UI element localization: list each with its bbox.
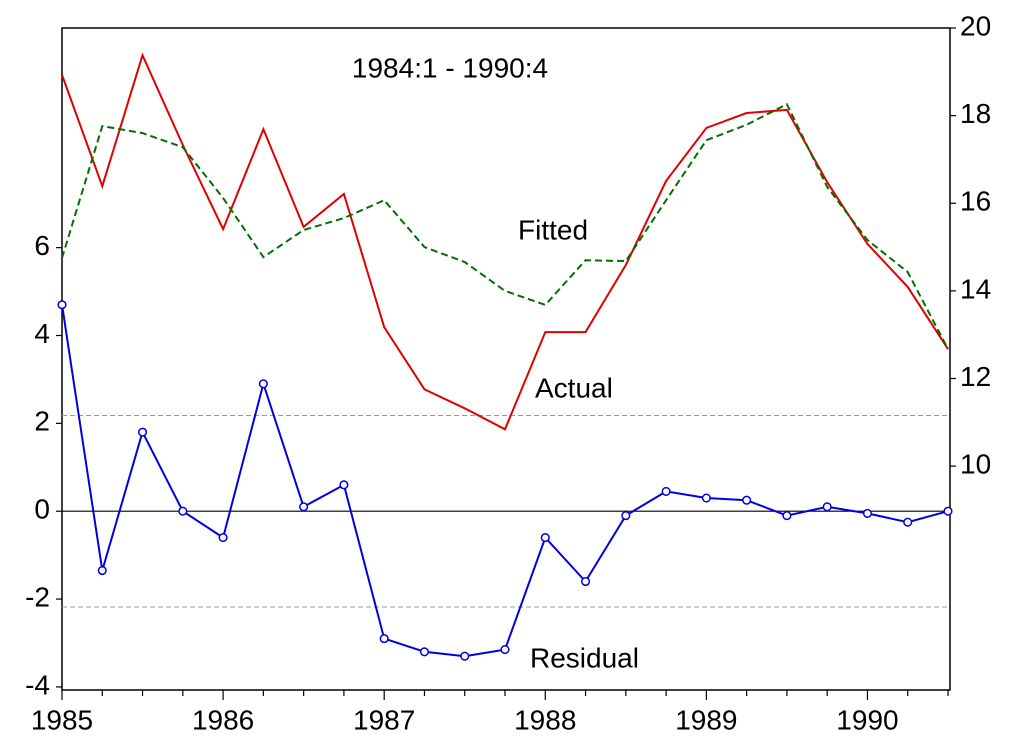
plot-frame — [61, 27, 951, 691]
data-point — [661, 486, 671, 496]
data-point — [299, 502, 309, 512]
y-tick-label: 2 — [34, 406, 50, 437]
x-tick-label: 1988 — [514, 704, 576, 735]
y2-tick-label: 16 — [960, 186, 991, 217]
data-point — [540, 533, 550, 543]
data-point — [137, 427, 148, 437]
y2-tick-label: 20 — [960, 10, 991, 41]
data-point — [258, 379, 268, 389]
y2-tick-label: 14 — [960, 273, 991, 304]
x-tick-label: 1990 — [836, 704, 898, 735]
y2-tick-label: 12 — [960, 361, 991, 392]
x-tick-label: 1985 — [31, 704, 93, 735]
y-tick-label: 4 — [34, 318, 50, 349]
x-tick-label: 1986 — [192, 704, 254, 735]
data-point — [580, 576, 591, 587]
data-point — [379, 634, 389, 644]
series-label: Residual — [530, 642, 639, 673]
data-point — [178, 506, 188, 516]
data-point — [419, 647, 430, 657]
data-point — [742, 495, 752, 505]
y-tick-label: -2 — [25, 581, 50, 612]
y-tick-label: 6 — [34, 230, 50, 261]
data-point — [218, 533, 228, 543]
series-label: Actual — [535, 372, 613, 403]
data-point — [701, 493, 711, 503]
chart-title: 1984:1 - 1990:4 — [352, 52, 548, 83]
data-point — [903, 517, 913, 527]
data-point — [621, 511, 631, 521]
data-point — [822, 502, 832, 512]
data-point — [943, 506, 953, 516]
y2-tick-label: 18 — [960, 98, 991, 129]
data-point — [500, 645, 510, 655]
data-point — [97, 565, 107, 576]
y-tick-label: -4 — [25, 669, 50, 700]
x-tick-label: 1987 — [353, 704, 415, 735]
data-point — [460, 651, 470, 661]
y-tick-label: 0 — [34, 494, 50, 525]
series-label: Fitted — [518, 214, 588, 245]
data-point — [782, 511, 792, 521]
series-line — [61, 102, 949, 350]
data-point — [339, 480, 349, 490]
data-point — [862, 508, 873, 518]
y2-tick-label: 10 — [960, 449, 991, 480]
data-point — [57, 300, 67, 310]
x-tick-label: 1989 — [675, 704, 737, 735]
